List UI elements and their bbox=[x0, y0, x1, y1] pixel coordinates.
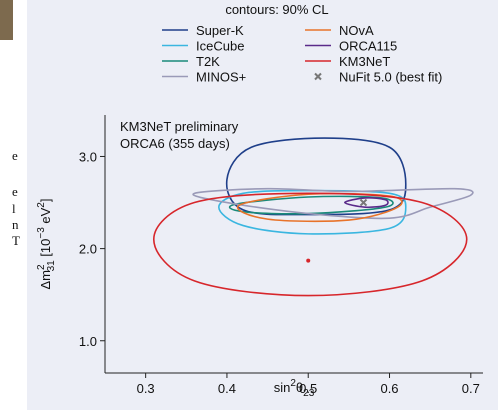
image-fragment bbox=[0, 0, 13, 40]
best-fit-marker bbox=[359, 198, 368, 207]
legend-label: T2K bbox=[196, 54, 220, 69]
side-text: e bbox=[12, 184, 18, 199]
legend-label: ORCA115 bbox=[339, 39, 397, 54]
x-tick-label: 0.6 bbox=[380, 381, 398, 396]
y-tick-label: 1.0 bbox=[79, 334, 97, 349]
annotation: ORCA6 (355 days) bbox=[120, 136, 230, 151]
x-tick-label: 0.7 bbox=[462, 381, 480, 396]
annotation: KM3NeT preliminary bbox=[120, 119, 239, 134]
legend-title: contours: 90% CL bbox=[225, 2, 328, 17]
x-tick-label: 0.4 bbox=[218, 381, 236, 396]
side-text: n bbox=[12, 217, 19, 232]
contour bbox=[218, 189, 407, 235]
x-tick-label: 0.5 bbox=[299, 381, 317, 396]
contour bbox=[236, 192, 403, 223]
legend-label: NOvA bbox=[339, 23, 374, 38]
x-tick-label: 0.3 bbox=[137, 381, 155, 396]
side-text: e bbox=[12, 148, 18, 163]
legend-label: KM3NeT bbox=[339, 54, 390, 69]
legend-label: Super-K bbox=[196, 23, 244, 38]
legend-label: MINOS+ bbox=[196, 70, 246, 85]
contour bbox=[152, 192, 468, 297]
y-axis-label: Δm231 [10−3 eV2] bbox=[36, 199, 57, 290]
best-fit-marker bbox=[306, 258, 311, 263]
side-text: T bbox=[12, 233, 20, 248]
side-text: l bbox=[12, 201, 16, 216]
x-axis-label: sin2θ23 bbox=[274, 378, 315, 399]
legend-label: IceCube bbox=[196, 39, 244, 54]
contour bbox=[344, 197, 389, 209]
marker-stroke bbox=[359, 198, 368, 207]
y-tick-label: 2.0 bbox=[79, 242, 97, 257]
marker-stroke bbox=[314, 72, 322, 81]
legend-label: NuFit 5.0 (best fit) bbox=[339, 70, 442, 85]
contour bbox=[192, 187, 474, 220]
y-tick-label: 3.0 bbox=[79, 149, 97, 164]
legend-marker bbox=[314, 72, 322, 81]
